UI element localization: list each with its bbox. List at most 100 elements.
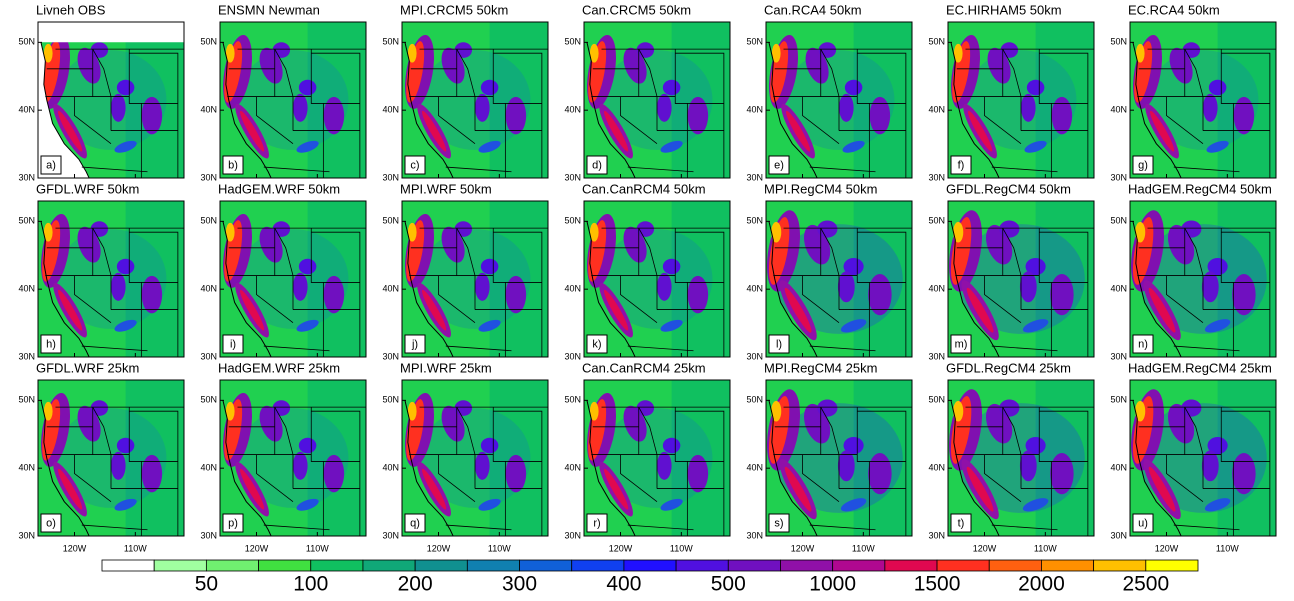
precip-zone [1150,110,1175,152]
y-tick-label: 30N [382,530,399,540]
panel-title: EC.HIRHAM5 50km [946,2,1062,17]
state-border [128,49,178,104]
panel-letter: l) [776,338,782,350]
y-tick-label: 30N [928,172,945,182]
panel-letter-box [222,155,244,175]
precip-zone [660,140,683,153]
precip-zone [43,43,53,63]
y-tick-label: 40N [200,105,217,115]
state-border [674,49,724,104]
state-border [311,52,361,178]
state-border [438,275,476,323]
precip-zone [225,222,235,242]
map-frame [947,21,1095,179]
y-tick-label: 50N [746,395,763,405]
precip-zone [1181,220,1202,238]
panel-title: MPI.RegCM4 50km [764,181,877,196]
precip-zone [966,287,994,333]
y-tick-label: 40N [200,463,217,473]
state-border [74,96,112,144]
colorbar-box [1093,559,1147,572]
precip-zone [687,275,709,314]
state-border [74,454,112,502]
x-tick-label: 110W [1216,543,1239,553]
colorbar-label: 2000 [1018,573,1065,596]
y-tick-label: 40N [1110,284,1127,294]
state-border [445,166,512,173]
state-border [675,231,725,357]
state-border [81,345,148,352]
x-tick-label: 120W [791,543,815,553]
map-panel: Can.CanRCM4 50km 50N 40N 30N k) [564,181,731,361]
precip-zone [298,437,317,454]
panel-letter: u) [1138,517,1148,529]
y-tick-label: 30N [1110,351,1127,361]
precip-zone [240,110,265,152]
colorbar: 50 100 200 300 400 500 1000 1500 2000 2500 [101,559,1199,596]
panel-letter-box [40,334,62,354]
precip-zone [480,258,499,275]
y-tick-label: 50N [382,216,399,226]
map-field [38,201,184,357]
precip-zone [837,450,855,482]
map-field [948,201,1094,357]
precip-zone [687,96,709,135]
y-tick-label: 40N [746,105,763,115]
map-frame [765,21,913,179]
panel-letter-box [768,334,790,354]
panel-letter: q) [410,517,420,529]
precip-zone [1233,96,1255,135]
y-tick-label: 40N [564,284,581,294]
state-border [802,454,840,502]
state-border [1221,52,1271,178]
precip-zone [662,437,681,454]
precip-zone [1203,93,1218,122]
map-field [1130,380,1276,536]
colorbar-box [936,559,990,572]
panel-title: MPI.WRF 25km [400,360,492,375]
state-border [1002,227,1022,276]
panel-letter-box [40,513,62,533]
y-tick-label: 50N [200,216,217,226]
map-field [1130,201,1276,357]
precip-zone [1134,41,1153,103]
state-border [638,227,658,276]
map-panel: GFDL.RegCM4 25km 50N 40N 30N 120W 110W t) [928,360,1095,553]
y-tick-label: 30N [564,172,581,182]
precip-zone [1148,466,1176,512]
x-tick-label: 110W [124,543,147,553]
precip-zone [1135,221,1146,243]
state-border [991,345,1058,352]
state-border [129,52,179,178]
map-frame [947,200,1095,358]
precip-zone [90,42,109,58]
map-panel: GFDL.WRF 50km 50N 40N 30N h) [18,181,185,361]
precip-zone [817,399,838,417]
precip-zone [480,437,499,454]
panel-letter-box [404,513,426,533]
map-field [584,22,730,178]
state-border [856,49,906,104]
precip-zone [111,272,126,301]
panel-letter-box [586,155,608,175]
precip-zone [1132,217,1154,285]
precip-zone [589,222,599,242]
y-tick-label: 30N [382,351,399,361]
panel-letter-box [586,334,608,354]
precip-zone [42,41,61,103]
precip-zone [1201,271,1219,303]
precip-zone [272,42,291,58]
precip-zone [475,451,490,480]
map-panel: HadGEM.RegCM4 25km 50N 40N 30N 120W 110W u) [1110,360,1277,553]
panel-letter-box [1132,155,1154,175]
precip-zone [818,42,837,58]
map-panel: Can.CRCM5 50km 50N 40N 30N d) [564,2,731,182]
precip-zone [768,396,790,464]
colorbar-box [519,559,573,572]
precip-zone [657,272,672,301]
map-frame [401,21,549,179]
precip-zone [1132,396,1154,464]
panel-title: Livneh OBS [36,2,106,17]
panel-letter: f) [958,159,965,171]
colorbar-label: 1500 [914,573,961,596]
